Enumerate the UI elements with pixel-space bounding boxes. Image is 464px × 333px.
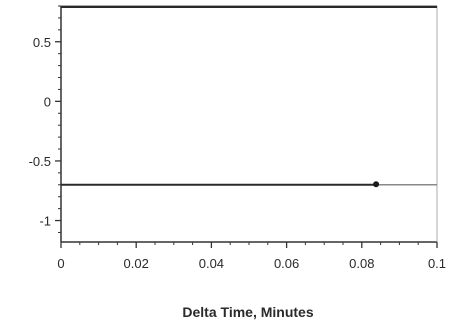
x-tick-label: 0	[57, 256, 64, 271]
y-tick-label: 0	[44, 94, 51, 109]
x-tick-label: 0.1	[428, 256, 446, 271]
y-tick-label: -1	[39, 214, 51, 229]
x-axis-title: Delta Time, Minutes	[182, 304, 313, 320]
y-tick-label: 0.5	[33, 35, 51, 50]
x-tick-label: 0.06	[274, 256, 299, 271]
x-tick-label: 0.08	[349, 256, 374, 271]
x-tick-label: 0.02	[124, 256, 149, 271]
x-tick-label: 0.04	[199, 256, 224, 271]
y-tick-label: -0.5	[29, 154, 51, 169]
data-point-marker	[373, 181, 380, 188]
